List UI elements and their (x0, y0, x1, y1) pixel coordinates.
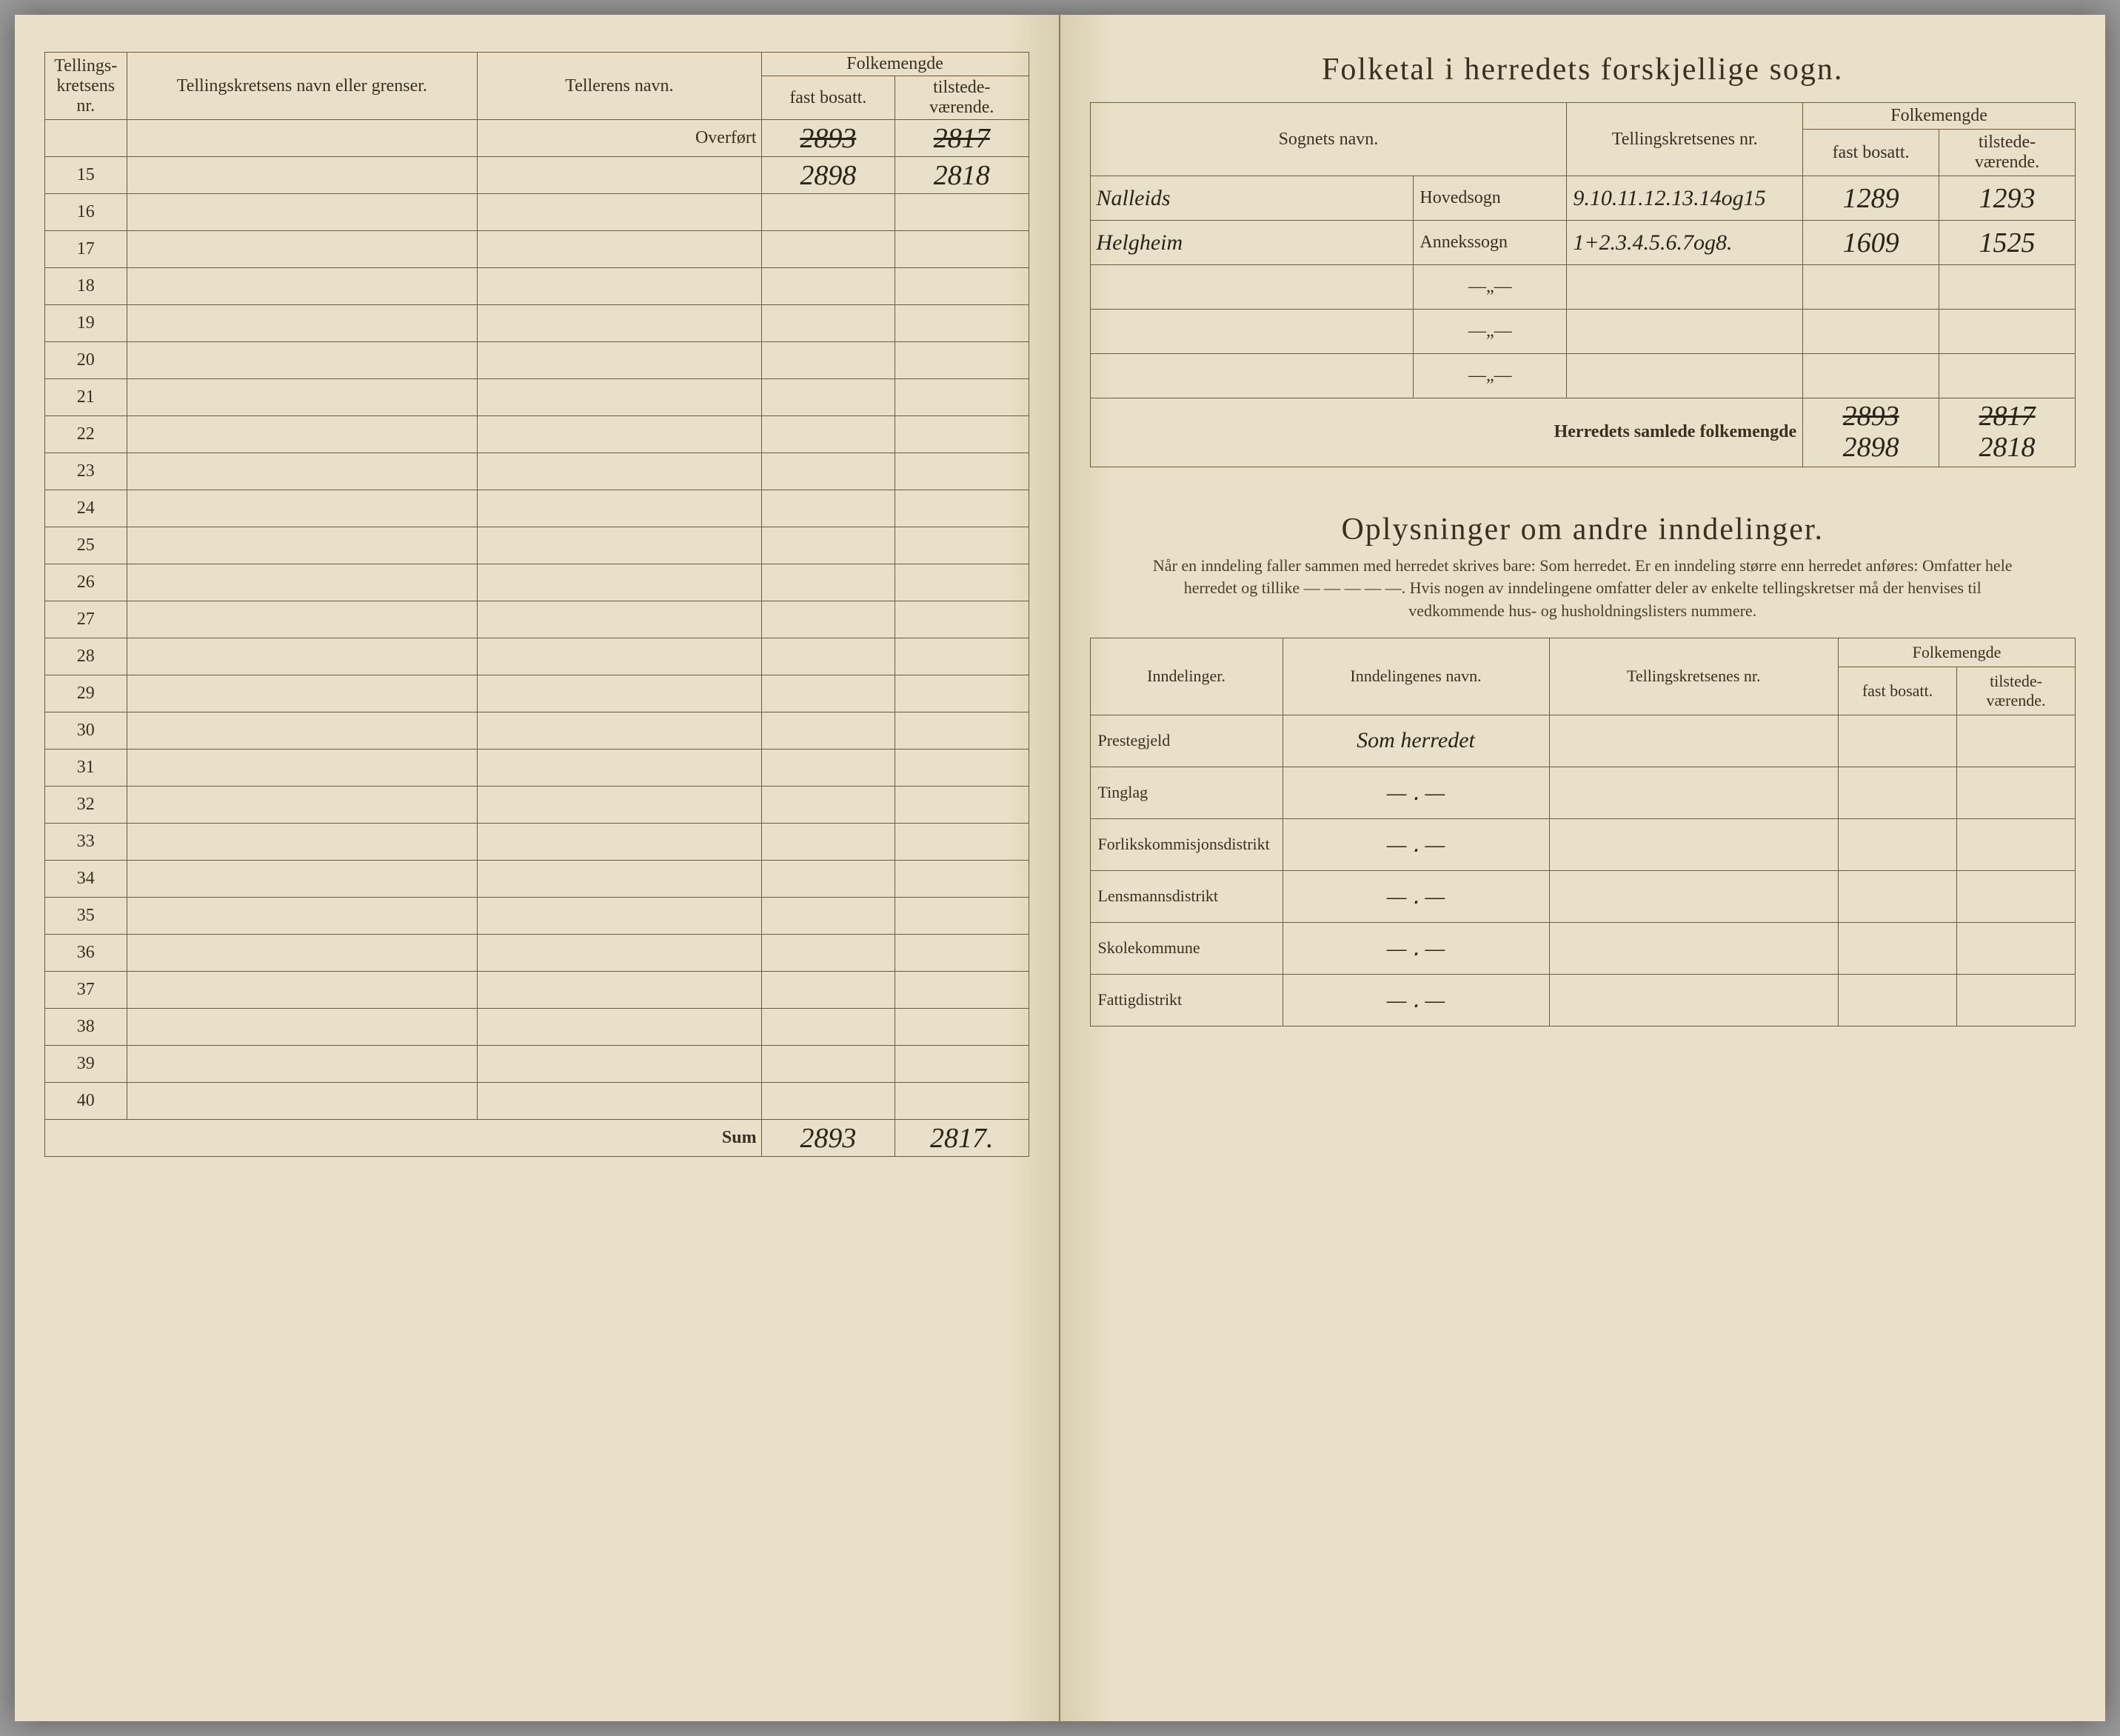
row-number: 15 (45, 157, 127, 194)
row-number: 26 (45, 564, 127, 601)
inndel-navn: — ․ — (1387, 936, 1445, 961)
header-tilstede: tilstede- værende. (1957, 667, 2076, 715)
row-number: 25 (45, 527, 127, 564)
overfort-fast: 2893 (800, 123, 856, 154)
row-number: 16 (45, 194, 127, 231)
header-kretsens-nr: Tellings- kretsens nr. (45, 53, 127, 120)
row-number: 27 (45, 601, 127, 638)
document-spread: Tellings- kretsens nr. Tellingskretsens … (15, 15, 2105, 1721)
inndel-row: Lensmannsdistrikt — ․ — (1090, 870, 2076, 922)
header-folkemengde: Folkemengde (1839, 638, 2076, 667)
inndel-label: Skolekommune (1090, 922, 1283, 974)
instruction-text: Når en inndeling faller sammen med herre… (1090, 555, 2076, 623)
sogn-row: Helgheim Annekssogn 1+2.3.4.5.6.7og8. 16… (1090, 221, 2076, 265)
overfort-tilstede: 2817 (934, 123, 990, 154)
row-number: 39 (45, 1046, 127, 1083)
header-fast-bosatt: fast bosatt. (1839, 667, 1957, 715)
row-number: 17 (45, 231, 127, 268)
sum-fast: 2893 (800, 1123, 856, 1154)
row-number: 21 (45, 379, 127, 416)
header-inndelingenes-navn: Inndelingenes navn. (1283, 638, 1549, 715)
header-kretsenes-nr: Tellingskretsenes nr. (1567, 103, 1803, 176)
samlede-row: Herredets samlede folkemengde 2893 2898 … (1090, 398, 2076, 467)
inndel-row: Tinglag — ․ — (1090, 767, 2076, 818)
header-tellerens-navn: Tellerens navn. (478, 53, 761, 120)
inndel-navn: — ․ — (1387, 884, 1445, 909)
row-number: 31 (45, 750, 127, 787)
overfort-row: Overført 2893 2817 (45, 120, 1029, 157)
sum-row: Sum 2893 2817. (45, 1120, 1029, 1157)
inndel-navn: — ․ — (1387, 832, 1445, 857)
header-folkemengde: Folkemengde (1803, 103, 2076, 130)
inndel-row: Forlikskommisjonsdistrikt — ․ — (1090, 818, 2076, 870)
sogn-table: Sognets navn. Tellingskretsenes nr. Folk… (1090, 102, 2076, 467)
row-number: 36 (45, 935, 127, 972)
row-number: 23 (45, 453, 127, 490)
sogn-navn: Helgheim (1097, 230, 1183, 255)
inndel-label: Lensmannsdistrikt (1090, 870, 1283, 922)
row-15: 15 2898 2818 (45, 157, 1029, 194)
sogn-navn: Nalleids (1097, 186, 1171, 210)
row15-tilstede: 2818 (934, 160, 990, 191)
sogn-fast: 1289 (1843, 183, 1899, 214)
row-number: 38 (45, 1009, 127, 1046)
sum-tilstede: 2817. (930, 1123, 994, 1154)
inndel-row: Prestegjeld Som herredet (1090, 715, 2076, 767)
header-kretsenes-nr: Tellingskretsenes nr. (1549, 638, 1839, 715)
samlede-fast: 2898 (1843, 433, 1899, 464)
inndel-navn: Som herredet (1357, 728, 1475, 752)
row-number: 19 (45, 305, 127, 342)
inndel-label: Forlikskommisjonsdistrikt (1090, 818, 1283, 870)
overfort-label: Overført (478, 120, 761, 157)
header-fast-bosatt: fast bosatt. (1803, 130, 1939, 176)
sogn-tilstede: 1525 (1979, 227, 2036, 258)
left-page: Tellings- kretsens nr. Tellingskretsens … (15, 15, 1060, 1721)
samlede-til-struck: 2817 (1979, 401, 2036, 433)
sogn-title: Folketal i herredets forskjellige sogn. (1090, 52, 2076, 87)
sogn-type: Hovedsogn (1414, 176, 1567, 221)
inndelinger-title: Oplysninger om andre inndelinger. (1090, 512, 2076, 547)
inndel-label: Prestegjeld (1090, 715, 1283, 767)
inndel-navn: — ․ — (1387, 781, 1445, 805)
header-folkemengde: Folkemengde (761, 53, 1029, 76)
inndel-row: Skolekommune — ․ — (1090, 922, 2076, 974)
inndel-label: Tinglag (1090, 767, 1283, 818)
row-number: 34 (45, 861, 127, 898)
row-number: 33 (45, 824, 127, 861)
sogn-fast: 1609 (1843, 227, 1899, 258)
row-number: 37 (45, 972, 127, 1009)
row15-fast: 2898 (800, 160, 856, 191)
row-number: 29 (45, 675, 127, 712)
header-fast-bosatt: fast bosatt. (761, 76, 895, 120)
header-tilstede: tilstede- værende. (1939, 130, 2076, 176)
row-number: 24 (45, 490, 127, 527)
inndelinger-table: Inndelinger. Inndelingenes navn. Telling… (1090, 638, 2076, 1026)
samlede-label: Herredets samlede folkemengde (1090, 398, 1803, 467)
row-number: 40 (45, 1083, 127, 1120)
inndel-row: Fattigdistrikt — ․ — (1090, 974, 2076, 1026)
row-number: 32 (45, 787, 127, 824)
header-sognets-navn: Sognets navn. (1090, 103, 1567, 176)
row-number: 20 (45, 342, 127, 379)
sum-label: Sum (45, 1120, 762, 1157)
inndel-label: Fattigdistrikt (1090, 974, 1283, 1026)
right-page: Folketal i herredets forskjellige sogn. … (1060, 15, 2106, 1721)
header-inndelinger: Inndelinger. (1090, 638, 1283, 715)
census-table: Tellings- kretsens nr. Tellingskretsens … (44, 52, 1029, 1157)
row-number: 28 (45, 638, 127, 675)
samlede-til: 2818 (1979, 433, 2036, 464)
header-tilstede: tilstede- værende. (895, 76, 1029, 120)
sogn-tilstede: 1293 (1979, 183, 2036, 214)
row-number: 30 (45, 712, 127, 750)
row-number: 18 (45, 268, 127, 305)
sogn-row: Nalleids Hovedsogn 9.10.11.12.13.14og15 … (1090, 176, 2076, 221)
sogn-kretser: 9.10.11.12.13.14og15 (1573, 186, 1765, 210)
sogn-kretser: 1+2.3.4.5.6.7og8. (1573, 230, 1732, 255)
sogn-type: Annekssogn (1414, 221, 1567, 265)
samlede-fast-struck: 2893 (1843, 401, 1899, 433)
header-kretsens-navn: Tellingskretsens navn eller grenser. (127, 53, 478, 120)
row-number: 35 (45, 898, 127, 935)
inndel-navn: — ․ — (1387, 988, 1445, 1012)
row-number: 22 (45, 416, 127, 453)
